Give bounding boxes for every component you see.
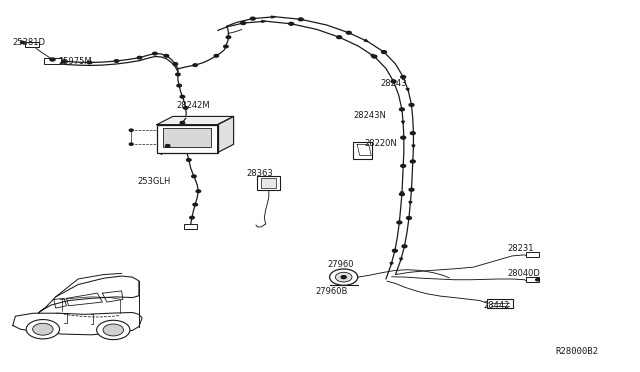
Polygon shape — [390, 263, 393, 265]
Text: 28231: 28231 — [508, 244, 534, 253]
Circle shape — [88, 61, 92, 64]
Circle shape — [114, 60, 119, 62]
Circle shape — [289, 22, 294, 25]
Circle shape — [406, 217, 412, 219]
Circle shape — [298, 18, 303, 21]
Bar — [526, 252, 539, 257]
Text: 28220N: 28220N — [365, 139, 397, 148]
Circle shape — [402, 245, 407, 248]
Circle shape — [138, 56, 142, 59]
Circle shape — [346, 31, 351, 34]
Circle shape — [50, 58, 55, 61]
Circle shape — [152, 52, 157, 55]
Circle shape — [409, 188, 414, 191]
Circle shape — [372, 55, 377, 58]
Text: 28040D: 28040D — [508, 269, 540, 278]
Polygon shape — [371, 54, 374, 57]
Circle shape — [103, 324, 124, 336]
Circle shape — [224, 45, 228, 48]
Circle shape — [250, 17, 255, 20]
Text: 253GLH: 253GLH — [138, 177, 171, 186]
Circle shape — [193, 203, 197, 206]
Bar — [163, 128, 211, 147]
Bar — [184, 224, 197, 229]
Polygon shape — [401, 121, 404, 124]
Circle shape — [97, 320, 130, 340]
Bar — [353, 142, 372, 159]
Bar — [261, 178, 276, 188]
Circle shape — [401, 164, 406, 167]
Circle shape — [410, 160, 415, 163]
Circle shape — [33, 323, 53, 335]
Circle shape — [193, 64, 197, 67]
Polygon shape — [271, 16, 275, 18]
Text: 25381D: 25381D — [13, 38, 46, 46]
Circle shape — [180, 95, 184, 98]
Circle shape — [401, 76, 406, 78]
Circle shape — [186, 158, 191, 161]
Circle shape — [227, 36, 231, 38]
Polygon shape — [157, 116, 234, 125]
Circle shape — [399, 108, 404, 111]
Polygon shape — [409, 202, 412, 204]
Circle shape — [164, 54, 169, 57]
Circle shape — [129, 143, 133, 145]
Polygon shape — [401, 192, 404, 194]
Circle shape — [392, 249, 397, 252]
Circle shape — [214, 54, 219, 57]
Circle shape — [129, 129, 133, 131]
Circle shape — [61, 60, 67, 62]
Circle shape — [241, 22, 246, 25]
Circle shape — [20, 41, 24, 44]
Circle shape — [397, 221, 402, 224]
Bar — [526, 277, 539, 282]
Polygon shape — [218, 116, 234, 153]
Text: 25975M: 25975M — [59, 57, 93, 66]
Circle shape — [337, 36, 342, 39]
Polygon shape — [364, 39, 368, 42]
Text: 27960B: 27960B — [316, 287, 348, 296]
Bar — [487, 299, 513, 308]
Circle shape — [330, 269, 358, 285]
Text: 28242M: 28242M — [176, 101, 210, 110]
Circle shape — [173, 62, 178, 65]
Circle shape — [399, 193, 404, 196]
Polygon shape — [406, 89, 409, 91]
Circle shape — [177, 84, 182, 87]
Circle shape — [335, 272, 352, 282]
Circle shape — [536, 279, 540, 281]
Circle shape — [180, 121, 184, 124]
Text: 27960: 27960 — [328, 260, 354, 269]
Text: R28000B2: R28000B2 — [556, 347, 598, 356]
Bar — [257, 176, 280, 190]
Polygon shape — [400, 258, 403, 260]
Circle shape — [381, 51, 387, 54]
Circle shape — [183, 106, 188, 109]
Text: 28363: 28363 — [246, 169, 273, 178]
Circle shape — [341, 276, 346, 279]
Circle shape — [196, 190, 201, 193]
Circle shape — [410, 132, 415, 135]
Circle shape — [189, 217, 195, 219]
Polygon shape — [412, 145, 415, 147]
Text: 28243: 28243 — [381, 78, 407, 87]
Circle shape — [165, 144, 170, 147]
Bar — [44, 58, 61, 64]
Circle shape — [191, 175, 196, 177]
Circle shape — [26, 320, 60, 339]
Text: 28243N: 28243N — [353, 111, 386, 120]
Circle shape — [175, 73, 180, 76]
Bar — [157, 125, 218, 153]
Circle shape — [391, 80, 396, 83]
Polygon shape — [262, 20, 266, 22]
Circle shape — [409, 103, 414, 106]
Bar — [25, 42, 39, 47]
Circle shape — [401, 136, 406, 139]
Text: 28442: 28442 — [483, 301, 509, 310]
